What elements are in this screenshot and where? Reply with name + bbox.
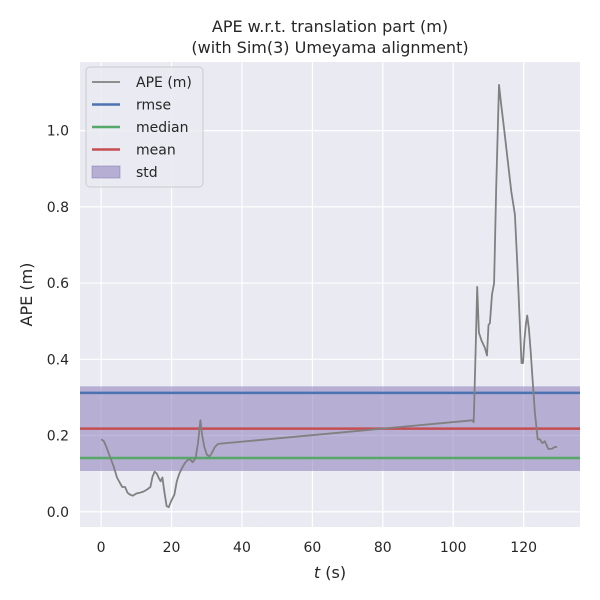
legend-swatch-std (91, 165, 121, 179)
x-tick-labels: 0 20 40 60 80 100 120 (97, 540, 537, 556)
y-tick-labels: 0.0 0.2 0.4 0.6 0.8 1.0 (47, 124, 69, 521)
x-axis-title-unit: (s) (320, 563, 346, 582)
ape-series-line (100, 84, 558, 509)
x-tick-label: 120 (510, 540, 537, 556)
x-tick-label: 40 (233, 540, 251, 556)
x-axis-title-variable: t (314, 563, 321, 582)
legend-label-std: std (136, 165, 158, 181)
y-tick-label: 0.6 (47, 276, 69, 292)
y-tick-label: 0.0 (47, 505, 69, 521)
x-tick-label: 80 (374, 540, 392, 556)
y-tick-label: 1.0 (47, 124, 69, 140)
chart-title: APE w.r.t. translation part (m) (212, 17, 448, 36)
y-tick-label: 0.4 (47, 352, 69, 368)
x-tick-label: 0 (97, 540, 106, 556)
legend-label-apem: APE (m) (136, 75, 192, 91)
chart-subtitle: (with Sim(3) Umeyama alignment) (191, 38, 468, 57)
legend-frame (85, 66, 204, 188)
x-axis-title: t (s) (314, 563, 346, 582)
x-tick-label: 60 (303, 540, 321, 556)
y-tick-label: 0.2 (47, 429, 69, 445)
legend-label-median: median (136, 120, 188, 136)
legend: APE (m) rmse median mean std (85, 66, 204, 188)
legend-label-rmse: rmse (136, 98, 171, 114)
x-tick-label: 20 (163, 540, 181, 556)
y-axis-title: APE (m) (17, 263, 36, 327)
ape-series-layer (100, 84, 558, 509)
y-tick-label: 0.8 (47, 200, 69, 216)
stat-lines (80, 391, 580, 460)
legend-label-mean: mean (136, 143, 176, 159)
x-tick-label: 100 (440, 540, 467, 556)
